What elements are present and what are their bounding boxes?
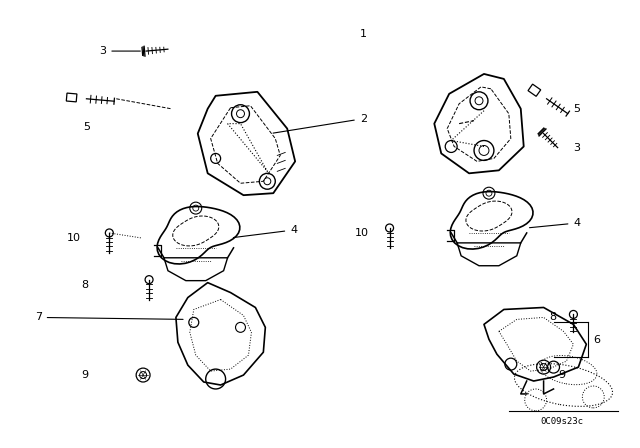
Text: 1: 1	[360, 29, 367, 39]
Text: 4: 4	[234, 225, 298, 237]
Text: 3: 3	[99, 46, 140, 56]
Text: 2: 2	[273, 114, 367, 133]
Text: 8: 8	[549, 312, 557, 323]
Text: 8: 8	[81, 280, 88, 289]
Text: 9: 9	[81, 370, 88, 380]
Text: 9: 9	[559, 370, 566, 380]
Text: 3: 3	[573, 143, 580, 154]
Text: 10: 10	[67, 233, 81, 243]
Text: 6: 6	[593, 335, 600, 345]
Text: 7: 7	[35, 312, 183, 323]
Text: 5: 5	[83, 121, 90, 132]
Text: 0C09s23c: 0C09s23c	[540, 417, 583, 426]
Text: 5: 5	[573, 104, 580, 114]
Text: 10: 10	[355, 228, 369, 238]
Text: 4: 4	[529, 218, 580, 228]
